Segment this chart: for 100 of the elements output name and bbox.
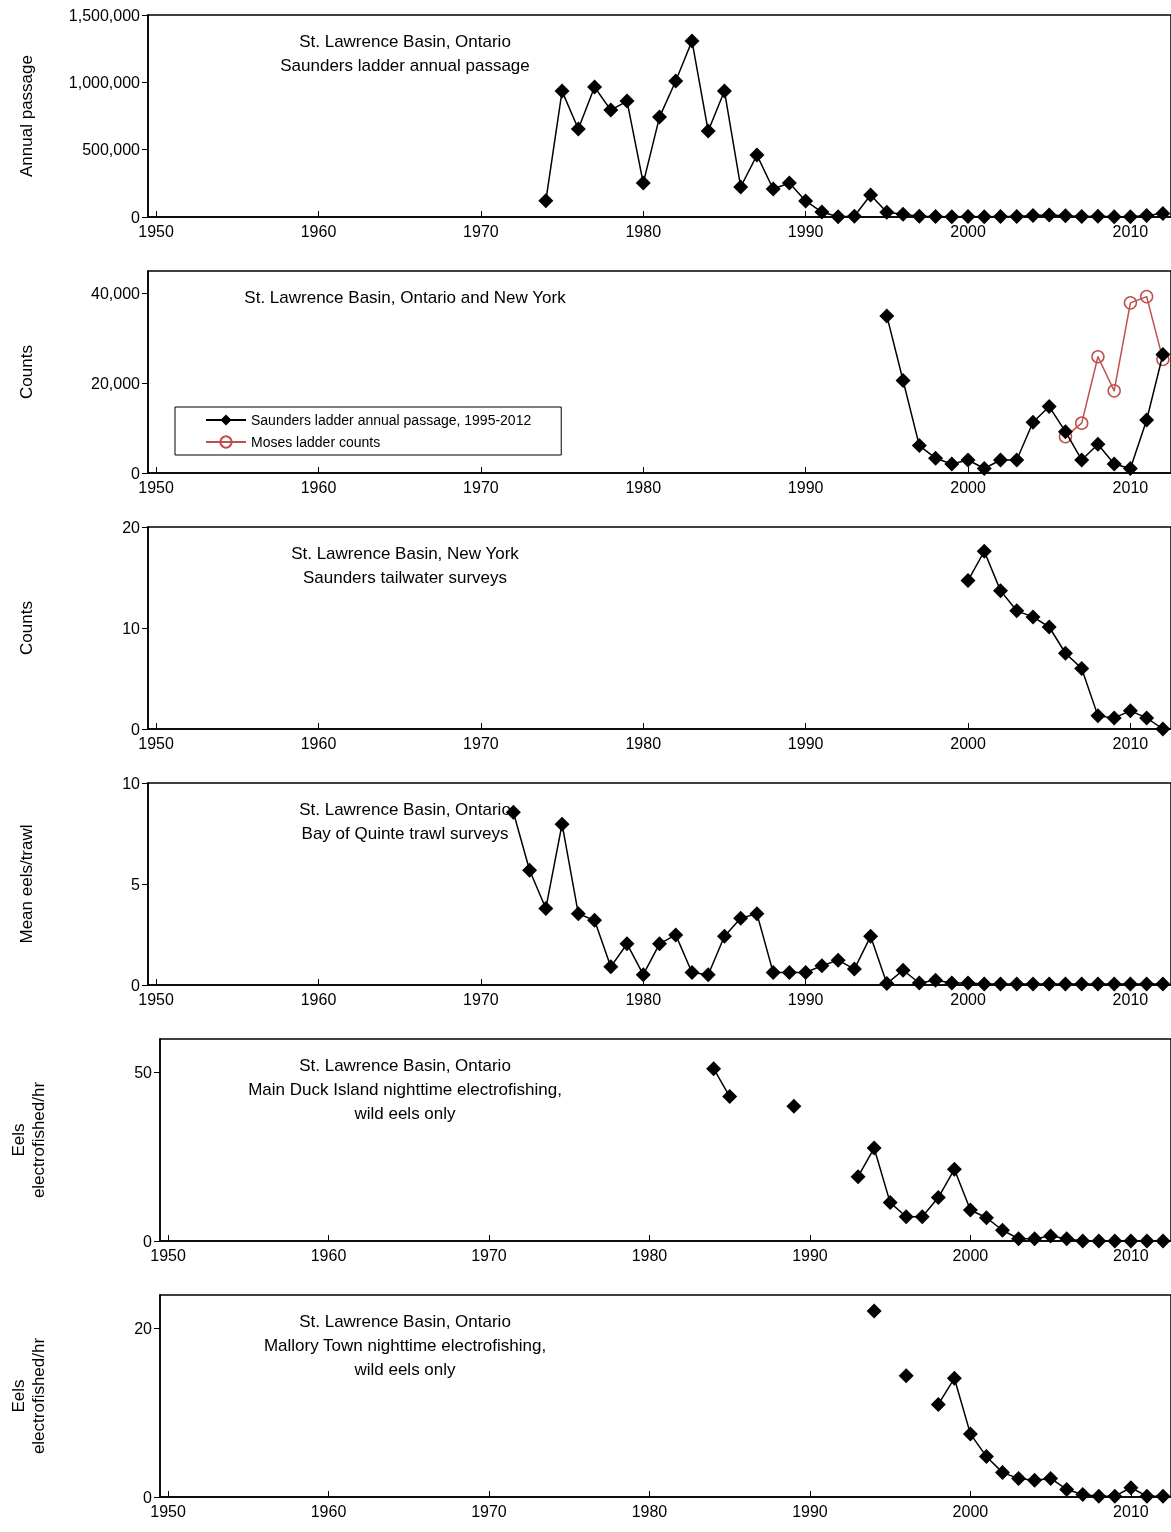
- point: [749, 147, 765, 163]
- point: [962, 1202, 978, 1218]
- x-tick-label: 1970: [463, 478, 499, 496]
- x-tick-label: 1980: [625, 990, 662, 1008]
- point: [798, 193, 814, 209]
- point: [928, 209, 944, 225]
- point: [668, 927, 684, 943]
- x-tick-label: 1980: [631, 1502, 668, 1520]
- x-tick-label: 1990: [787, 222, 824, 240]
- point: [995, 1465, 1010, 1481]
- x-tick-label: 1960: [300, 478, 337, 496]
- x-tick-label: 2010: [1113, 1502, 1149, 1520]
- x-tick-label: 1960: [300, 990, 337, 1008]
- point: [781, 964, 797, 980]
- point: [946, 1161, 962, 1177]
- point: [1139, 207, 1155, 223]
- point: [978, 1210, 994, 1226]
- point: [1075, 1233, 1091, 1249]
- point: [814, 204, 830, 220]
- point: [765, 964, 781, 980]
- text: St. Lawrence Basin, Ontario Saunders ladder annual passage: [280, 31, 530, 75]
- point: [1091, 1233, 1107, 1249]
- point: [716, 83, 732, 99]
- point: [1155, 205, 1171, 221]
- point: [587, 912, 603, 928]
- point: [928, 450, 944, 466]
- point: [1027, 1472, 1043, 1488]
- point: [1059, 1481, 1075, 1497]
- point: [993, 209, 1008, 225]
- point: [1057, 976, 1073, 992]
- point: [1027, 1231, 1043, 1247]
- point: [995, 1222, 1010, 1238]
- point: [1057, 424, 1073, 440]
- point: [976, 461, 992, 477]
- point: [722, 1089, 738, 1105]
- x-tick-label: 1960: [310, 1246, 347, 1264]
- x-tick-label: 2010: [1112, 990, 1149, 1008]
- point: [1074, 976, 1090, 992]
- y-axis-title: Counts: [16, 601, 36, 655]
- x-tick-label: 2010: [1112, 734, 1149, 752]
- x-tick-label: 1980: [625, 478, 662, 496]
- point: [733, 910, 749, 926]
- y-tick-label: 1,000,000: [68, 73, 141, 91]
- point: [798, 964, 814, 980]
- point: [1041, 976, 1057, 992]
- point: [944, 209, 960, 225]
- point: [895, 962, 911, 978]
- point: [944, 456, 960, 472]
- point: [850, 1169, 866, 1185]
- point: [978, 1449, 994, 1465]
- point: [866, 1303, 882, 1319]
- point: [895, 206, 911, 222]
- point: [1155, 1233, 1171, 1249]
- text: St. Lawrence Basin, Ontario Main Duck Island nighttime electrofishing, wild eels only: [248, 1055, 562, 1123]
- point: [914, 1209, 930, 1225]
- point: [1091, 1488, 1107, 1504]
- point: [554, 83, 570, 99]
- y-tick-label: 0: [131, 464, 141, 482]
- y-axis-title: Eels electrofished/hr: [8, 1081, 48, 1199]
- point: [1041, 619, 1057, 635]
- x-tick-label: 2000: [950, 222, 986, 240]
- point: [603, 959, 619, 975]
- x-tick-label: 2000: [950, 478, 986, 496]
- point: [863, 187, 879, 203]
- point: [960, 573, 976, 589]
- point: [1122, 209, 1138, 225]
- point: [522, 862, 538, 878]
- y-tick-label: 0: [143, 1488, 153, 1506]
- x-tick-label: 1950: [138, 734, 175, 752]
- y-tick-label: 40,000: [91, 284, 141, 302]
- x-tick-label: 1990: [792, 1246, 828, 1264]
- point: [1074, 660, 1090, 676]
- y-tick-label: 10: [122, 774, 141, 792]
- x-tick-label: 1970: [471, 1246, 507, 1264]
- point: [960, 452, 976, 468]
- y-tick-label: 20: [122, 518, 141, 536]
- point: [1122, 703, 1138, 719]
- y-tick-label: 500,000: [82, 141, 141, 159]
- x-tick-label: 2000: [952, 1502, 989, 1520]
- x-tick-label: 1970: [463, 990, 499, 1008]
- point: [1107, 1488, 1123, 1504]
- point: [863, 928, 879, 944]
- y-tick-label: 20: [134, 1320, 153, 1338]
- point: [993, 452, 1008, 468]
- point: [1139, 289, 1154, 304]
- point: [635, 967, 651, 983]
- point: [1075, 1486, 1091, 1502]
- point: [898, 1368, 914, 1384]
- point: [928, 972, 944, 988]
- point: [716, 928, 732, 944]
- point: [960, 975, 976, 991]
- point: [1090, 208, 1106, 224]
- point: [882, 1195, 898, 1211]
- y-tick-label: 0: [131, 976, 141, 994]
- point: [1090, 976, 1106, 992]
- x-tick-label: 1990: [787, 478, 824, 496]
- point: [1011, 1470, 1027, 1486]
- point: [1074, 416, 1089, 430]
- point: [976, 976, 992, 992]
- x-tick-label: 1960: [300, 222, 337, 240]
